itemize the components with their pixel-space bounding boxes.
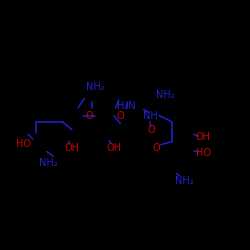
Text: O: O xyxy=(148,125,156,135)
Text: NH₂: NH₂ xyxy=(86,82,104,92)
Text: O: O xyxy=(85,110,93,121)
Text: NH₂: NH₂ xyxy=(156,90,175,100)
Text: NH₂: NH₂ xyxy=(39,158,58,168)
Text: OH: OH xyxy=(106,144,122,154)
Text: OH: OH xyxy=(196,132,210,142)
Text: NH₂: NH₂ xyxy=(175,176,194,186)
Text: OH: OH xyxy=(64,144,80,154)
Text: NH: NH xyxy=(142,110,158,121)
Text: H₂N: H₂N xyxy=(117,101,136,111)
Text: O: O xyxy=(152,144,160,154)
Text: HO: HO xyxy=(196,148,210,158)
Text: O: O xyxy=(116,110,124,121)
Text: HO: HO xyxy=(16,139,31,149)
